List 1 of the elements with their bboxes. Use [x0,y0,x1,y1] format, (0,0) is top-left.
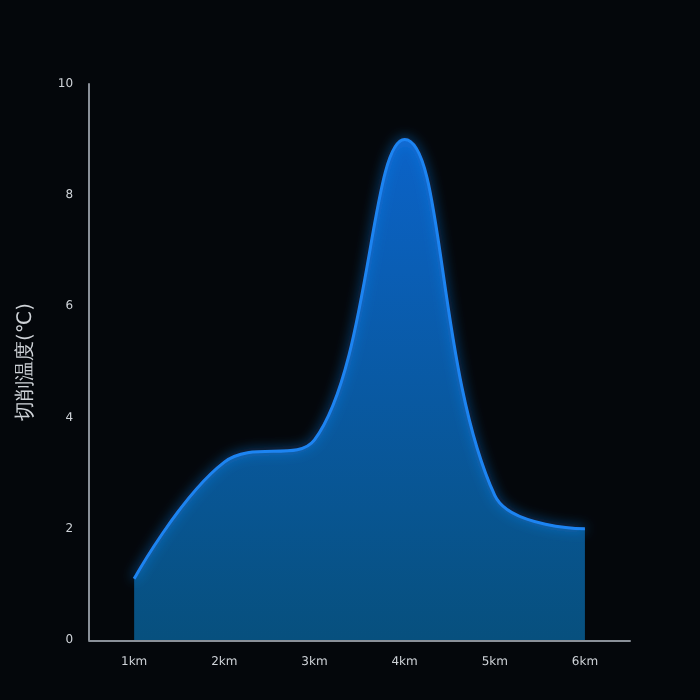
y-axis-title: 切削温度(℃) [13,302,37,422]
